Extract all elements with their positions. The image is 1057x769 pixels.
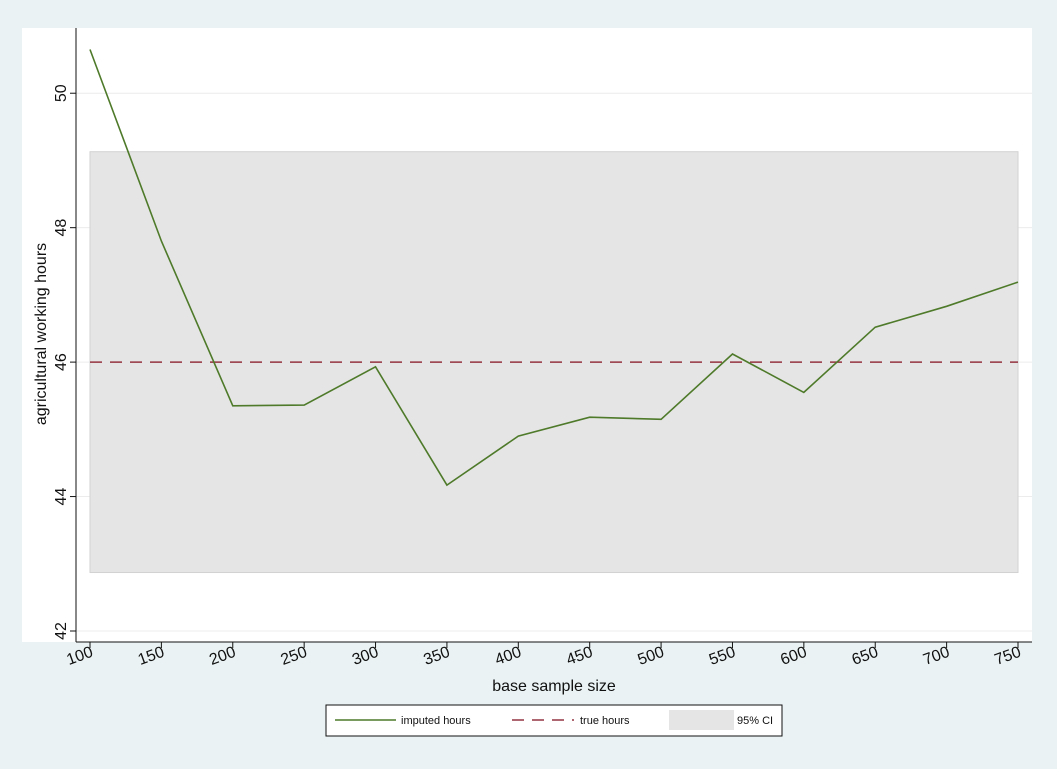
x-tick-label: 750: [992, 644, 1023, 669]
x-tick-label: 300: [350, 644, 381, 669]
y-tick-label: 46: [53, 353, 70, 371]
y-tick-label: 44: [53, 488, 70, 506]
y-tick-label: 42: [53, 622, 70, 640]
legend-label-true-hours: true hours: [580, 715, 630, 727]
x-tick-label: 600: [778, 644, 809, 669]
x-tick-label: 500: [636, 644, 667, 669]
x-tick-label: 400: [493, 644, 524, 669]
imputed-hours-line: [89, 49, 1019, 487]
x-tick-label: 350: [421, 644, 452, 669]
y-tick-label: 48: [53, 219, 70, 237]
legend-label-ci: 95% CI: [737, 715, 773, 727]
x-tick-label: 200: [207, 644, 238, 669]
legend-label-imputed-hours: imputed hours: [401, 715, 471, 727]
x-axis-ticks: 100 150 200 250 300 350 400 450 500 550 600 650 700 7…: [64, 642, 1023, 669]
x-tick-label: 650: [850, 644, 881, 669]
legend-swatch-ci: [669, 710, 734, 730]
x-tick-label: 450: [564, 644, 595, 669]
y-axis-title: agricultural working hours: [33, 243, 50, 425]
x-tick-label: 550: [707, 644, 738, 669]
y-axis-ticks: 42 44 46 48 50: [53, 84, 76, 640]
x-tick-label: 700: [921, 644, 952, 669]
y-tick-label: 50: [53, 84, 70, 102]
x-tick-label: 100: [64, 644, 95, 669]
x-axis-title: base sample size: [492, 678, 616, 695]
x-tick-label: 150: [136, 644, 167, 669]
legend: imputed hours true hours 95% CI: [325, 704, 783, 737]
x-tick-label: 250: [279, 644, 310, 669]
